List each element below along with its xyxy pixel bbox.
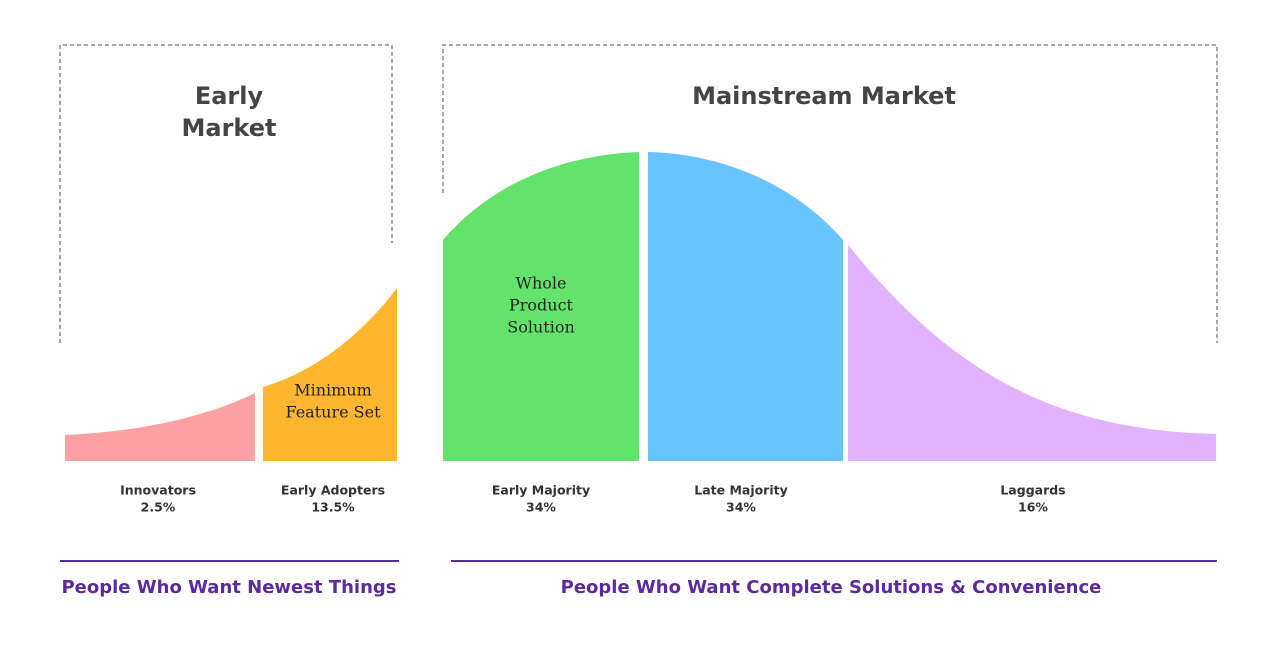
mainstream-market-frame [442,44,1218,343]
early-majority-area [443,152,639,461]
segment-label: Late Majority [694,483,788,498]
segment-share: 16% [1018,500,1048,515]
segment-label: Early Majority [492,483,590,498]
segment-share: 34% [526,500,556,515]
segment-label: Innovators [120,483,196,498]
group-footer: People Who Want Newest Things [61,577,396,598]
early-market-frame [59,44,393,343]
late-majority-area [648,152,843,461]
group-title: Market [182,114,277,142]
segment-share: 2.5% [141,500,176,515]
callout: Minimum [294,381,372,400]
callout: Product [509,296,574,315]
callout: Solution [507,318,575,337]
group-title: Mainstream Market [692,82,956,110]
group-footer: People Who Want Complete Solutions & Con… [561,577,1102,598]
innovators-area [65,393,255,461]
segment-label: Laggards [1000,483,1065,498]
segment-share: 34% [726,500,756,515]
laggards-area [848,245,1216,461]
early-adopters-area [263,288,397,461]
callout: Feature Set [285,403,381,422]
segment-share: 13.5% [311,500,355,515]
callout: Whole [516,274,567,293]
group-title: Early [195,82,264,110]
segment-label: Early Adopters [281,483,385,498]
